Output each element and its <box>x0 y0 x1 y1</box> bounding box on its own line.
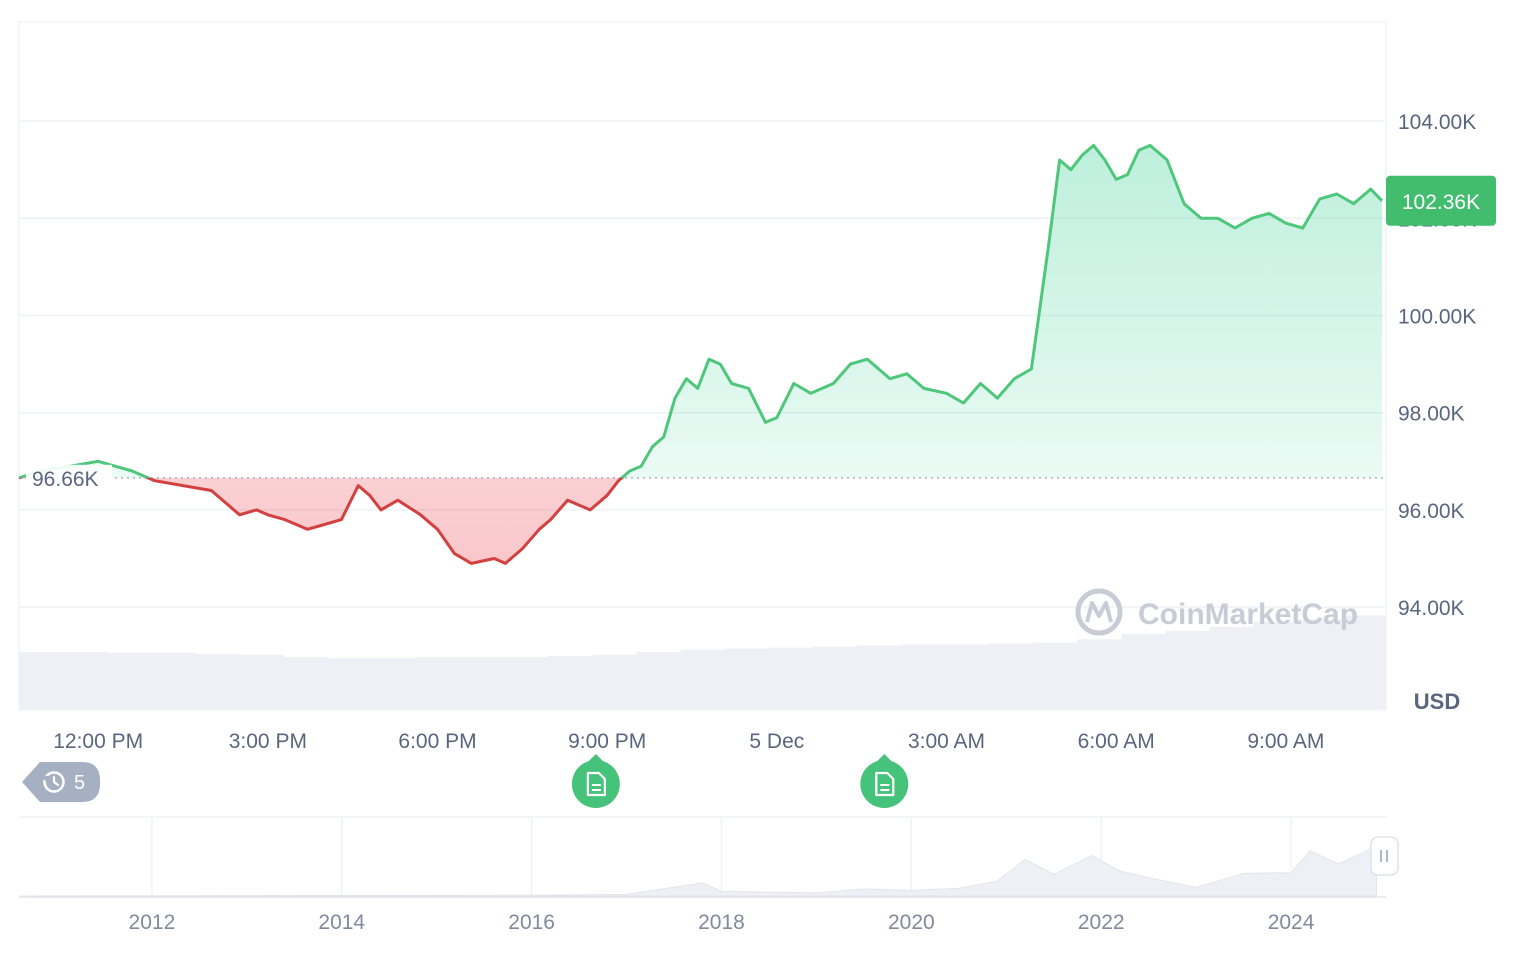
coinmarketcap-watermark: CoinMarketCap <box>1075 588 1358 636</box>
navigator-tick-label: 2024 <box>1268 911 1315 934</box>
x-axis: 12:00 PM 3:00 PM 6:00 PM 9:00 PM 5 Dec 3:00 A… <box>53 730 1324 753</box>
volume-bar <box>900 644 946 709</box>
volume-bar <box>1341 615 1387 709</box>
volume-bar <box>459 657 505 709</box>
y-tick-label: 100.00K <box>1398 306 1476 329</box>
x-tick-label: 5 Dec <box>749 730 804 753</box>
event-marker[interactable] <box>571 754 620 808</box>
volume-bar <box>1297 619 1343 709</box>
volume-bar <box>1253 621 1299 709</box>
volume-bar <box>724 648 770 709</box>
volume-bar <box>151 652 196 709</box>
navigator-tick-label: 2016 <box>508 911 555 934</box>
series-line-up <box>18 143 1384 478</box>
range-navigator[interactable]: 2012 2014 2016 2018 2020 2022 2024 <box>18 816 1399 934</box>
navigator-tick-label: 2018 <box>698 911 745 934</box>
volume-bar <box>1165 631 1211 709</box>
navigator-handle[interactable] <box>1370 836 1399 876</box>
volume-bar <box>1209 626 1255 709</box>
volume-bar <box>504 657 549 709</box>
plot-frame <box>18 21 1387 711</box>
x-tick-label: 6:00 AM <box>1078 730 1155 753</box>
volume-bar <box>812 646 858 709</box>
volume-bar <box>945 644 990 709</box>
navigator-tick-label: 2022 <box>1078 911 1125 934</box>
volume-bar <box>592 654 637 709</box>
event-markers <box>571 754 909 808</box>
volume-bar <box>989 643 1034 709</box>
current-price-value: 102.36K <box>1402 191 1480 214</box>
baseline-label: 96.66K <box>26 464 112 491</box>
series-lines <box>18 143 1384 565</box>
volume-bar <box>548 655 593 709</box>
volume-bar <box>856 645 902 709</box>
volume-bar <box>371 658 417 709</box>
volume-bar <box>195 653 240 709</box>
volume-bar <box>636 651 681 709</box>
x-tick-label: 9:00 AM <box>1247 730 1324 753</box>
x-tick-label: 3:00 AM <box>908 730 985 753</box>
history-count: 5 <box>74 772 85 794</box>
volume-bar <box>239 654 285 709</box>
baseline-value: 96.66K <box>32 468 99 491</box>
volume-bar <box>680 649 726 709</box>
y-tick-label: 104.00K <box>1398 111 1476 134</box>
series-line-down <box>19 477 625 565</box>
volume-bar <box>107 652 152 709</box>
x-tick-label: 12:00 PM <box>53 730 143 753</box>
document-icon <box>586 771 606 797</box>
volume-bar <box>1121 634 1167 709</box>
history-badge[interactable]: 5 <box>22 762 100 802</box>
watermark-text: CoinMarketCap <box>1138 598 1358 631</box>
currency-label: USD <box>1414 689 1460 714</box>
y-tick-label: 96.00K <box>1398 500 1465 523</box>
volume-bar <box>415 657 461 709</box>
history-icon <box>41 771 65 793</box>
volume-bar <box>1077 639 1122 709</box>
navigator-tick-label: 2012 <box>129 911 176 934</box>
volume-bar <box>283 657 329 709</box>
volume-bar <box>1033 642 1078 709</box>
x-tick-label: 6:00 PM <box>398 730 476 753</box>
x-tick-label: 3:00 PM <box>229 730 307 753</box>
navigator-area <box>18 845 1377 897</box>
navigator-tick-label: 2014 <box>318 911 365 934</box>
y-tick-label: 98.00K <box>1398 403 1465 426</box>
down-area-fill <box>147 477 622 564</box>
x-tick-label: 9:00 PM <box>568 730 646 753</box>
up-area-fill <box>19 145 1382 478</box>
y-tick-label: 94.00K <box>1398 597 1465 620</box>
volume-bar <box>63 651 108 709</box>
volume-bar <box>327 658 373 709</box>
navigator-axis: 2012 2014 2016 2018 2020 2022 2024 <box>129 911 1315 934</box>
volume-bar <box>19 651 64 709</box>
volume-bar <box>768 647 814 709</box>
event-marker[interactable] <box>860 754 909 808</box>
current-price-badge: 102.36K <box>1386 175 1496 226</box>
volume-bars <box>19 615 1387 709</box>
navigator-tick-label: 2020 <box>888 911 935 934</box>
area-fills <box>19 145 1382 564</box>
document-icon <box>875 771 895 797</box>
